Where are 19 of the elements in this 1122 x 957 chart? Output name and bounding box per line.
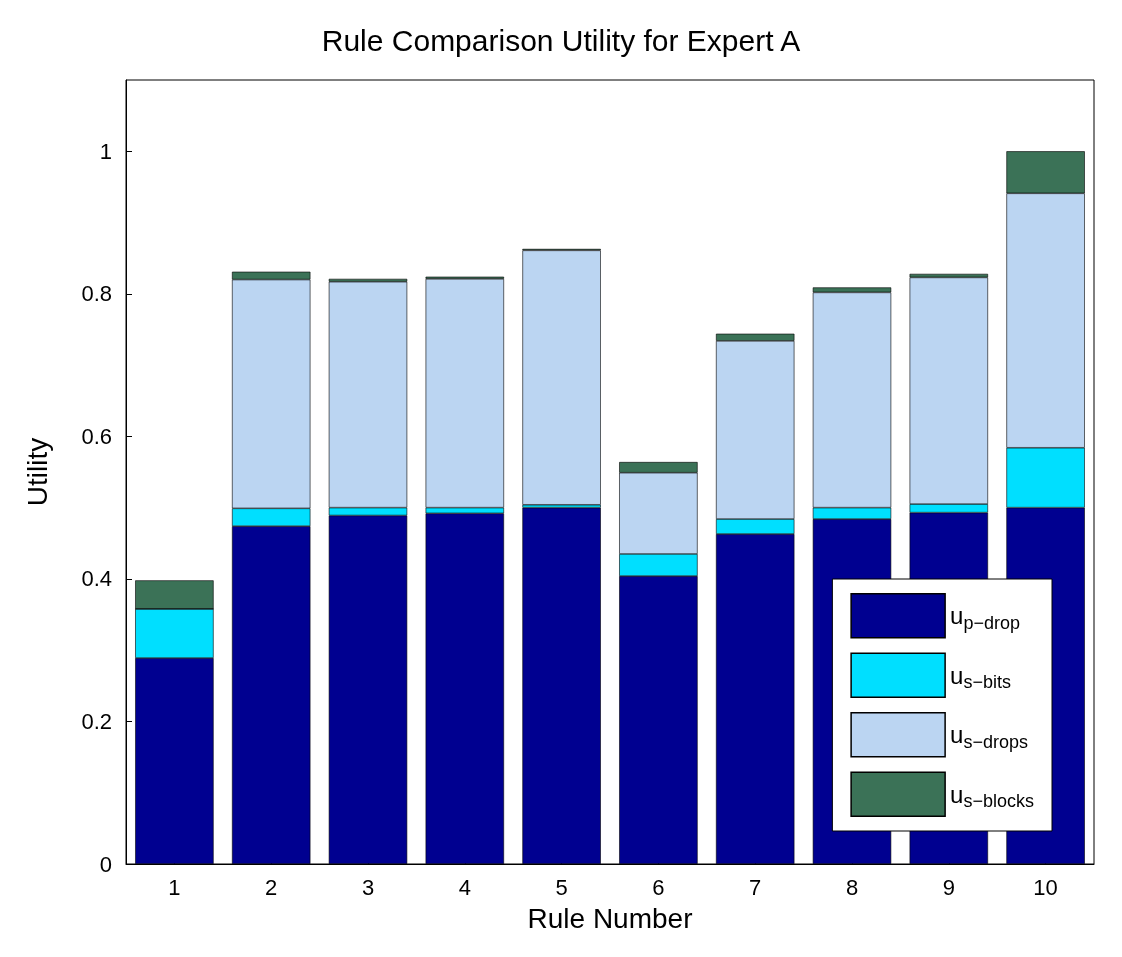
x-tick-label: 7 bbox=[749, 874, 762, 900]
chart-title: Rule Comparison Utility for Expert A bbox=[321, 23, 801, 57]
x-tick-label: 10 bbox=[1033, 874, 1058, 900]
x-axis-title: Rule Number bbox=[527, 902, 693, 934]
y-tick-label: 0.8 bbox=[81, 281, 112, 307]
y-tick-label: 0.4 bbox=[81, 566, 112, 592]
y-tick-label: 0.6 bbox=[81, 423, 112, 449]
x-tick-label: 5 bbox=[555, 874, 568, 900]
y-tick-label: 1 bbox=[99, 138, 112, 164]
x-tick-label: 2 bbox=[265, 874, 278, 900]
x-tick-label: 9 bbox=[942, 874, 955, 900]
x-tick-label: 4 bbox=[458, 874, 471, 900]
y-tick-label: 0.2 bbox=[81, 708, 112, 734]
x-tick-label: 6 bbox=[652, 874, 665, 900]
y-axis-title: Utility bbox=[21, 437, 53, 507]
y-tick-label: 0 bbox=[99, 851, 112, 877]
x-tick-label: 3 bbox=[361, 874, 375, 900]
x-tick-label: 8 bbox=[845, 874, 859, 900]
x-tick-label: 1 bbox=[168, 874, 181, 900]
